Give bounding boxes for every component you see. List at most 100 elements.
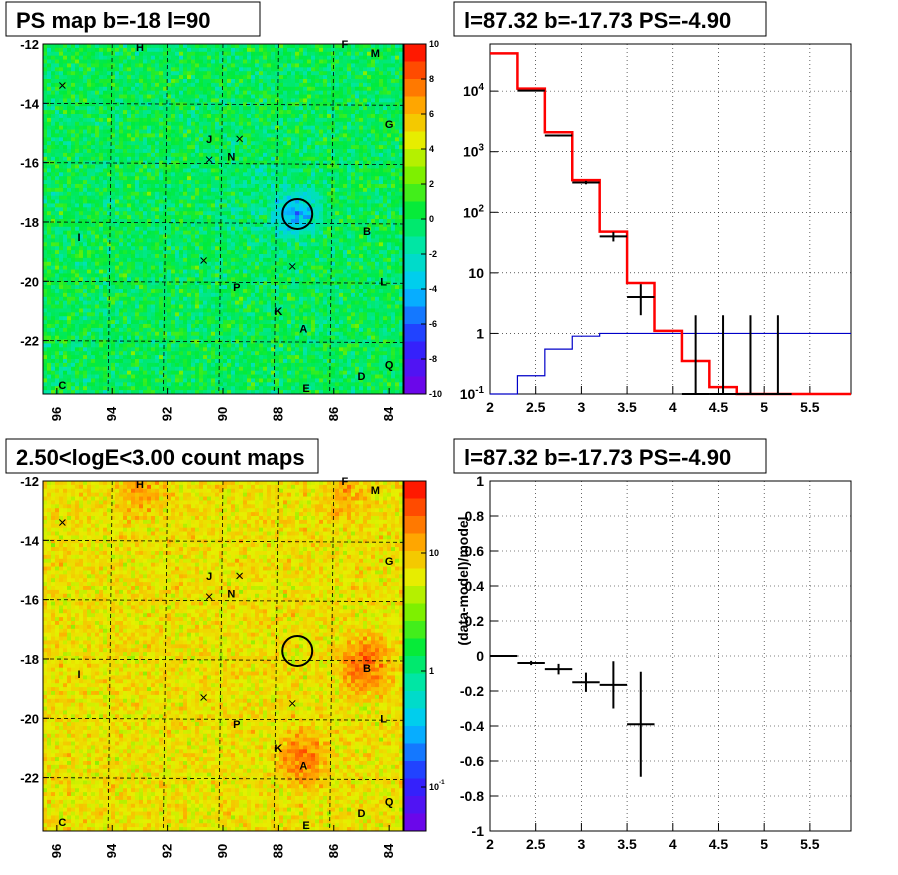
ps-map-cell	[103, 336, 107, 340]
ps-map-cell	[55, 297, 59, 301]
ps-map-cell	[95, 336, 99, 340]
ps-map-cell	[175, 196, 179, 200]
ps-map-cell	[127, 48, 131, 52]
ps-map-cell	[163, 196, 167, 200]
ps-map-cell	[187, 336, 191, 340]
ps-map-cell	[59, 285, 63, 289]
ps-map-cell	[171, 200, 175, 204]
ps-map-cell	[143, 258, 147, 262]
ps-map-cell	[203, 165, 207, 169]
ps-map-cell	[135, 246, 139, 250]
ps-map-cell	[179, 165, 183, 169]
ps-map-cell	[103, 320, 107, 324]
ps-map-cell	[167, 137, 171, 141]
ps-map-cell	[171, 215, 175, 219]
ps-map-cell	[79, 320, 83, 324]
ps-map-cell	[67, 165, 71, 169]
ps-map-cell	[171, 343, 175, 347]
ps-map-cell	[175, 235, 179, 239]
ps-map-cell	[47, 382, 51, 386]
ps-map-cell	[51, 242, 55, 246]
ps-map-cell	[43, 347, 47, 351]
ps-map-cell	[151, 371, 155, 375]
ps-map-cell	[223, 168, 227, 172]
ps-map-cell	[103, 52, 107, 56]
ps-map-cell	[203, 297, 207, 301]
ps-map-cell	[123, 184, 127, 188]
ps-map-cell	[83, 211, 87, 215]
ps-map-cell	[111, 235, 115, 239]
ps-map-cell	[151, 293, 155, 297]
ps-map-cell	[111, 215, 115, 219]
ps-map-cell	[171, 172, 175, 176]
ps-map-cell	[195, 367, 199, 371]
ps-map-cell	[211, 71, 215, 75]
ps-map-cell	[79, 285, 83, 289]
ps-map-cell	[207, 273, 211, 277]
ps-map-cell	[79, 219, 83, 223]
ps-map-cell	[71, 44, 75, 48]
ps-map-cell	[103, 168, 107, 172]
ps-map-cell	[87, 60, 91, 64]
ps-map-cell	[123, 223, 127, 227]
ps-map-cell	[215, 359, 219, 363]
ps-map-cell	[47, 184, 51, 188]
ps-map-cell	[115, 176, 119, 180]
ps-map-cell	[91, 126, 95, 130]
ps-map-cell	[135, 200, 139, 204]
ps-map-cell	[147, 63, 151, 67]
ps-map-cell	[99, 95, 103, 99]
ps-map-cell	[63, 48, 67, 52]
ps-map-cell	[227, 316, 231, 320]
ps-map-cell	[103, 180, 107, 184]
ps-map-cell	[223, 180, 227, 184]
ps-map-cell	[87, 130, 91, 134]
ps-map-cell	[83, 114, 87, 118]
ps-map-cell	[107, 254, 111, 258]
ps-map-cell	[71, 83, 75, 87]
ps-map-cell	[83, 227, 87, 231]
ps-map-cell	[143, 375, 147, 379]
ps-map-cell	[179, 235, 183, 239]
ps-map-cell	[119, 133, 123, 137]
ps-map-cell	[155, 235, 159, 239]
ps-map-cell	[127, 328, 131, 332]
ps-map-cell	[219, 126, 223, 130]
ps-map-cell	[91, 184, 95, 188]
ps-map-cell	[167, 211, 171, 215]
ps-map-cell	[167, 305, 171, 309]
ps-map-cell	[171, 371, 175, 375]
ps-map-cell	[191, 79, 195, 83]
ps-map-cell	[63, 289, 67, 293]
ps-map-cell	[115, 215, 119, 219]
ps-map-cell	[123, 320, 127, 324]
ps-map-cell	[187, 87, 191, 91]
ps-map-cell	[83, 231, 87, 235]
ps-map-cell	[63, 320, 67, 324]
ps-map-cell	[99, 289, 103, 293]
ps-map-cell	[155, 250, 159, 254]
ps-map-cell	[207, 336, 211, 340]
ps-map-cell	[151, 110, 155, 114]
ps-map-cell	[215, 133, 219, 137]
ps-map-cell	[167, 320, 171, 324]
ps-map-cell	[135, 118, 139, 122]
ps-map-cell	[163, 312, 167, 316]
ps-map-cell	[87, 153, 91, 157]
ps-map-cell	[171, 347, 175, 351]
ps-map-cell	[71, 340, 75, 344]
ps-map-cell	[195, 122, 199, 126]
ps-map-cell	[75, 211, 79, 215]
ps-map-cell	[223, 235, 227, 239]
ps-map-cell	[211, 382, 215, 386]
ps-map-cell	[179, 114, 183, 118]
ps-map-cell	[167, 106, 171, 110]
ps-map-cell	[227, 95, 231, 99]
ps-map-cell	[47, 266, 51, 270]
ps-map-cell	[211, 188, 215, 192]
ps-map-cell	[87, 270, 91, 274]
ps-map-cell	[191, 277, 195, 281]
ps-map-cell	[175, 328, 179, 332]
ps-map-cell	[187, 312, 191, 316]
ps-map-cell	[187, 196, 191, 200]
